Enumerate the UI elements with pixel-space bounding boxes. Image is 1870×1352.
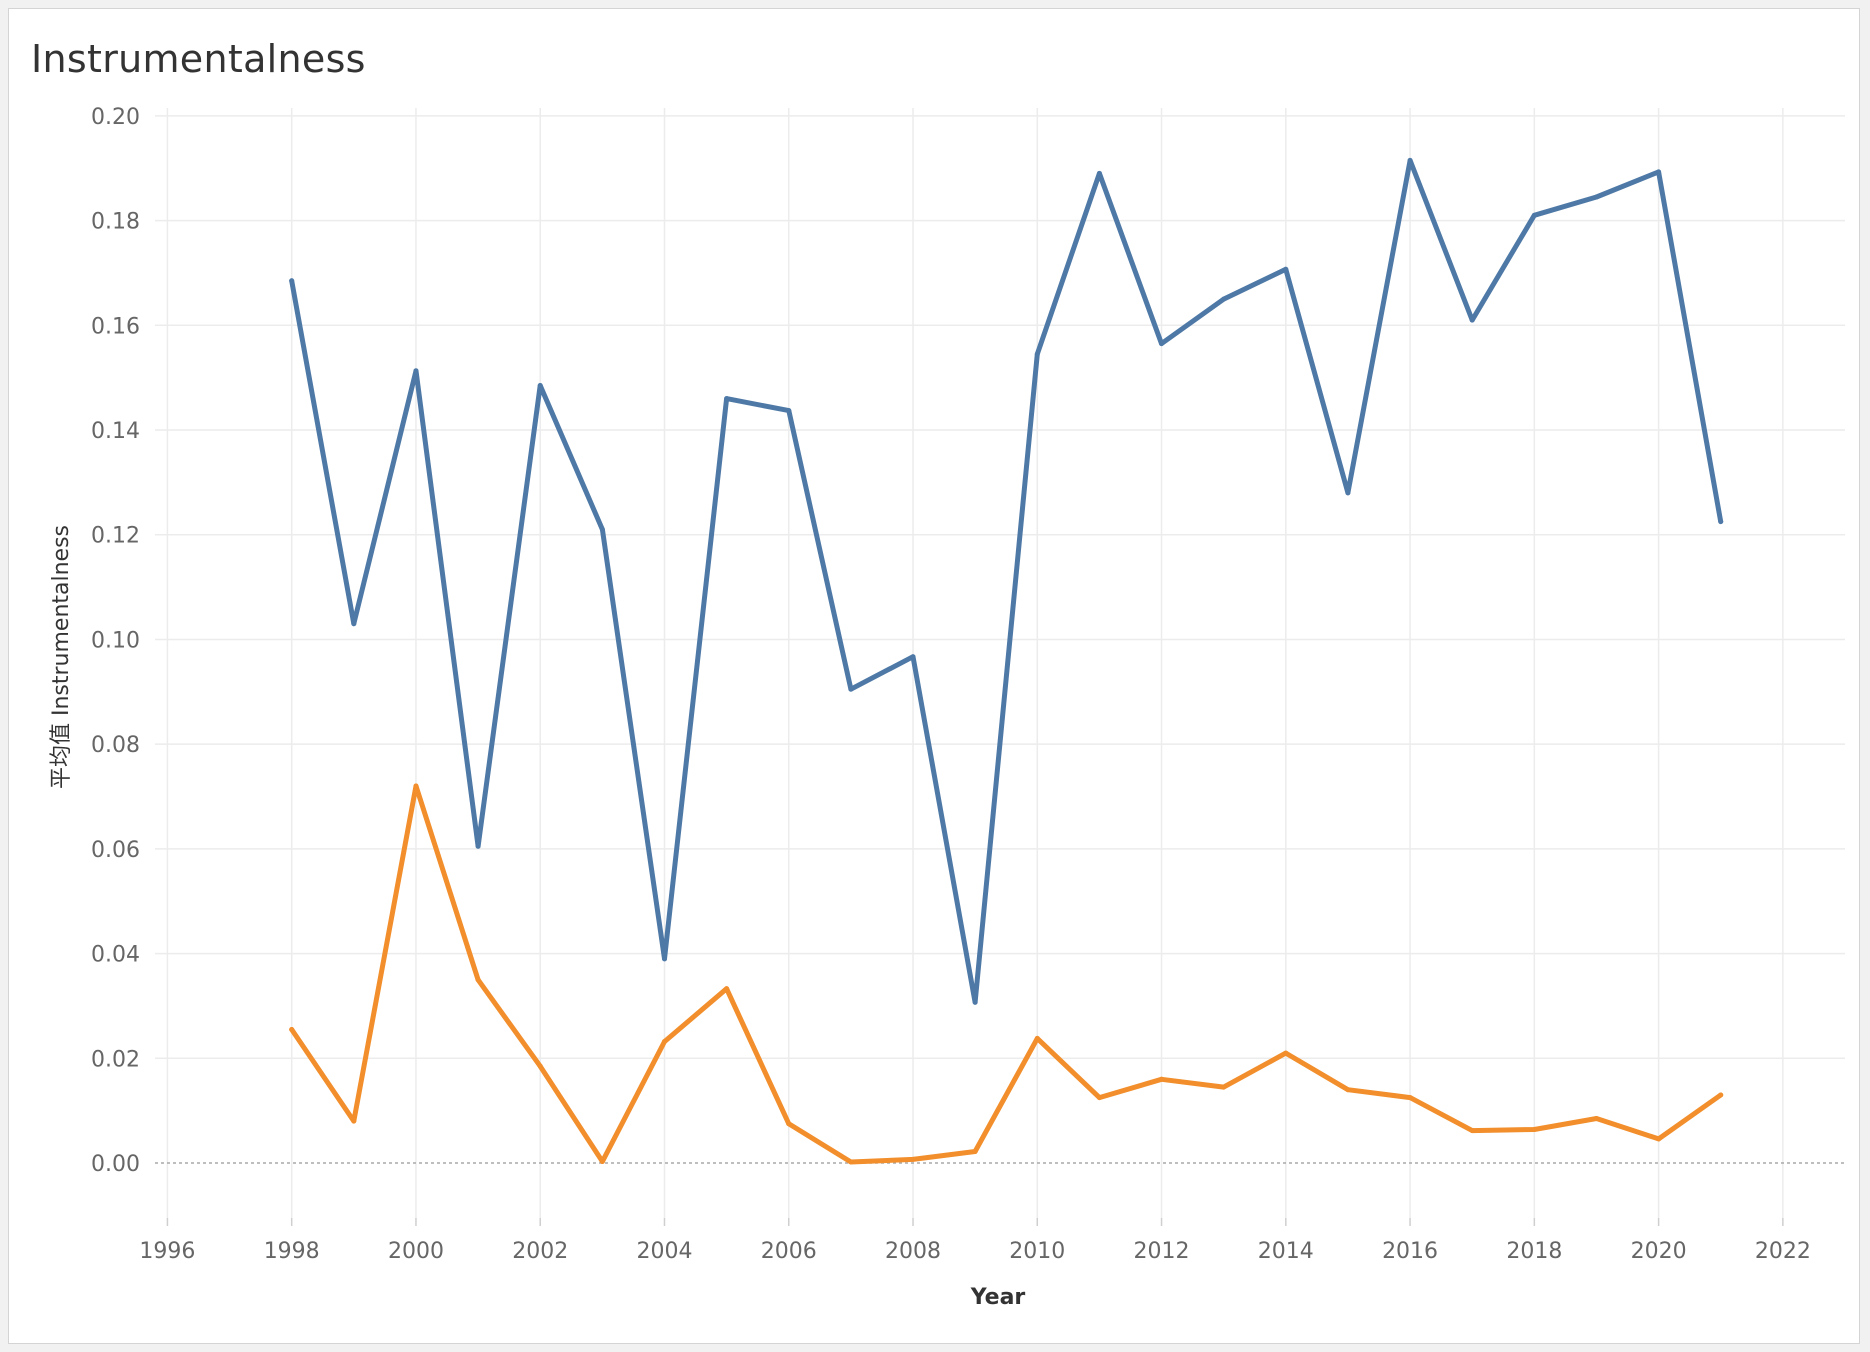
orange-series-point[interactable] — [1656, 1136, 1662, 1142]
chart-title: Instrumentalness — [31, 37, 366, 81]
blue-series-point[interactable] — [1096, 170, 1102, 176]
orange-series-point[interactable] — [537, 1063, 543, 1069]
orange-series-point[interactable] — [1593, 1116, 1599, 1122]
series-lines — [289, 157, 1724, 1165]
y-tick-label: 0.14 — [91, 419, 140, 444]
orange-series-point[interactable] — [475, 977, 481, 983]
chart-frame: Instrumentalness — [8, 8, 1860, 1344]
blue-series-point[interactable] — [1718, 519, 1724, 525]
y-tick-label: 0.10 — [91, 628, 140, 653]
gridlines — [155, 108, 1845, 1218]
blue-series-point[interactable] — [661, 956, 667, 962]
blue-series-point[interactable] — [413, 368, 419, 374]
blue-series-point[interactable] — [1407, 157, 1413, 163]
blue-series-point[interactable] — [1656, 169, 1662, 175]
blue-series-point[interactable] — [1593, 194, 1599, 200]
blue-series-point[interactable] — [475, 843, 481, 849]
blue-series-point[interactable] — [1345, 490, 1351, 496]
blue-series-point[interactable] — [289, 278, 295, 284]
orange-series-point[interactable] — [910, 1156, 916, 1162]
orange-series-point[interactable] — [1283, 1050, 1289, 1056]
x-tick-label: 2006 — [761, 1239, 817, 1264]
x-tick-label: 2014 — [1258, 1239, 1314, 1264]
x-tick-label: 1996 — [139, 1239, 195, 1264]
orange-series-point[interactable] — [972, 1149, 978, 1155]
x-tick-label: 2004 — [636, 1239, 692, 1264]
orange-series-point[interactable] — [661, 1039, 667, 1045]
orange-series-point[interactable] — [413, 783, 419, 789]
blue-series-point[interactable] — [910, 654, 916, 660]
orange-series-point[interactable] — [289, 1027, 295, 1033]
blue-series-point[interactable] — [1283, 266, 1289, 272]
blue-series-point[interactable] — [848, 686, 854, 692]
blue-series-point[interactable] — [351, 621, 357, 627]
orange-series-point[interactable] — [724, 986, 730, 992]
orange-series-point[interactable] — [1221, 1084, 1227, 1090]
x-tick-label: 2012 — [1134, 1239, 1190, 1264]
y-tick-label: 0.04 — [91, 943, 140, 968]
y-tick-label: 0.06 — [91, 838, 140, 863]
blue-series-point[interactable] — [1469, 317, 1475, 323]
orange-series-point[interactable] — [786, 1121, 792, 1127]
orange-series-point[interactable] — [351, 1118, 357, 1124]
x-tick-label: 2018 — [1506, 1239, 1562, 1264]
orange-series-point[interactable] — [848, 1159, 854, 1165]
y-tick-label: 0.00 — [91, 1152, 140, 1177]
x-axis-title: Year — [970, 1285, 1026, 1310]
y-tick-label: 0.18 — [91, 210, 140, 235]
x-tick-label: 2010 — [1009, 1239, 1065, 1264]
y-tick-label: 0.12 — [91, 524, 140, 549]
orange-series-point[interactable] — [1531, 1127, 1537, 1133]
y-axis-ticks: 0.00 0.02 0.04 0.06 0.08 0.10 0.12 0.14 0.16 0.18… — [91, 105, 140, 1177]
y-axis-title: 平均值 Instrumentalness — [49, 525, 74, 789]
y-tick-label: 0.08 — [91, 733, 140, 758]
blue-series-point[interactable] — [599, 526, 605, 532]
orange-series-point[interactable] — [599, 1158, 605, 1164]
blue-series-point[interactable] — [724, 396, 730, 402]
x-tick-label: 2016 — [1382, 1239, 1438, 1264]
blue-series-point[interactable] — [537, 383, 543, 388]
y-tick-label: 0.20 — [91, 105, 140, 130]
blue-series-point[interactable] — [1221, 296, 1227, 302]
blue-series-point[interactable] — [972, 999, 978, 1005]
orange-series-point[interactable] — [1407, 1095, 1413, 1101]
x-tick-label: 2000 — [388, 1239, 444, 1264]
blue-series-point[interactable] — [786, 408, 792, 414]
y-tick-label: 0.16 — [91, 314, 140, 339]
x-tick-label: 1998 — [264, 1239, 320, 1264]
blue-series-point[interactable] — [1034, 351, 1040, 357]
orange-series-point[interactable] — [1159, 1076, 1165, 1082]
orange-series-point[interactable] — [1469, 1128, 1475, 1134]
orange-series-line[interactable] — [289, 783, 1724, 1165]
blue-series-point[interactable] — [1531, 212, 1537, 218]
x-tick-label: 2008 — [885, 1239, 941, 1264]
orange-series-point[interactable] — [1034, 1035, 1040, 1041]
x-tick-label: 2002 — [512, 1239, 568, 1264]
x-axis-ticks: 1996 1998 2000 2002 2004 2006 2008 2010 2012 2014… — [139, 1218, 1811, 1264]
blue-series-line[interactable] — [289, 157, 1724, 1005]
x-tick-label: 2020 — [1631, 1239, 1687, 1264]
x-tick-label: 2022 — [1755, 1239, 1811, 1264]
y-tick-label: 0.02 — [91, 1047, 140, 1072]
orange-series-point[interactable] — [1096, 1095, 1102, 1101]
blue-series-point[interactable] — [1159, 341, 1165, 347]
orange-series-point[interactable] — [1345, 1087, 1351, 1093]
orange-series-point[interactable] — [1718, 1092, 1724, 1098]
